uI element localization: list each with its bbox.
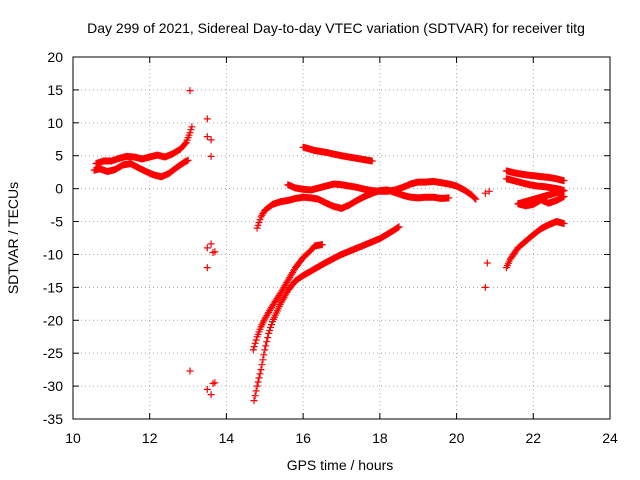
point-markers <box>249 241 326 354</box>
series-track-right-lower <box>502 218 568 272</box>
y-tick-label: 10 <box>47 115 63 131</box>
y-tick-label: -10 <box>43 246 63 262</box>
y-tick-label: -5 <box>51 214 64 230</box>
y-axis-label: SDTVAR / TECUs <box>5 182 21 294</box>
series-track-steepest-rise <box>250 223 403 405</box>
y-tick-label: 0 <box>55 181 63 197</box>
x-tick-label: 14 <box>219 430 235 446</box>
point-markers <box>92 123 196 168</box>
point-markers <box>250 223 403 405</box>
y-tick-label: 20 <box>47 49 63 65</box>
point-markers <box>502 175 568 210</box>
chart-title: Day 299 of 2021, Sidereal Day-to-day VTE… <box>87 20 585 36</box>
series-isolated-points <box>186 87 493 399</box>
y-tick-label: -15 <box>43 279 63 295</box>
x-tick-label: 16 <box>295 430 311 446</box>
series-track-right-middle <box>502 175 568 210</box>
x-tick-label: 18 <box>372 430 388 446</box>
plot-frame <box>72 56 611 420</box>
x-tick-label: 22 <box>525 430 541 446</box>
x-axis-label: GPS time / hours <box>287 457 394 473</box>
point-markers <box>284 177 480 203</box>
point-markers <box>502 218 568 272</box>
y-tick-label: -35 <box>43 411 63 427</box>
point-markers <box>90 156 192 181</box>
y-tick-label: 5 <box>55 148 63 164</box>
series-track-near-zero-upper <box>284 177 480 203</box>
x-tick-label: 20 <box>449 430 465 446</box>
y-tick-label: -25 <box>43 345 63 361</box>
x-tick-label: 12 <box>142 430 158 446</box>
y-tick-label: 15 <box>47 82 63 98</box>
series-track-lower-left <box>90 156 192 181</box>
x-tick-label: 24 <box>602 430 618 446</box>
x-tick-label: 10 <box>65 430 81 446</box>
series-track-right-upper <box>502 167 568 185</box>
series-track-steep-rise <box>249 241 326 354</box>
point-markers <box>502 167 568 185</box>
tick-labels: 10 12 14 16 18 20 22 24 20 15 10 5 0 -5 -10 -15 -20 -25 -3… <box>43 49 618 446</box>
data-points <box>90 87 568 405</box>
y-tick-label: -20 <box>43 312 63 328</box>
point-markers <box>186 87 493 399</box>
point-markers <box>299 143 376 165</box>
y-tick-label: -30 <box>43 378 63 394</box>
series-track-descending <box>299 143 376 165</box>
series-track-upper-left <box>92 123 196 168</box>
